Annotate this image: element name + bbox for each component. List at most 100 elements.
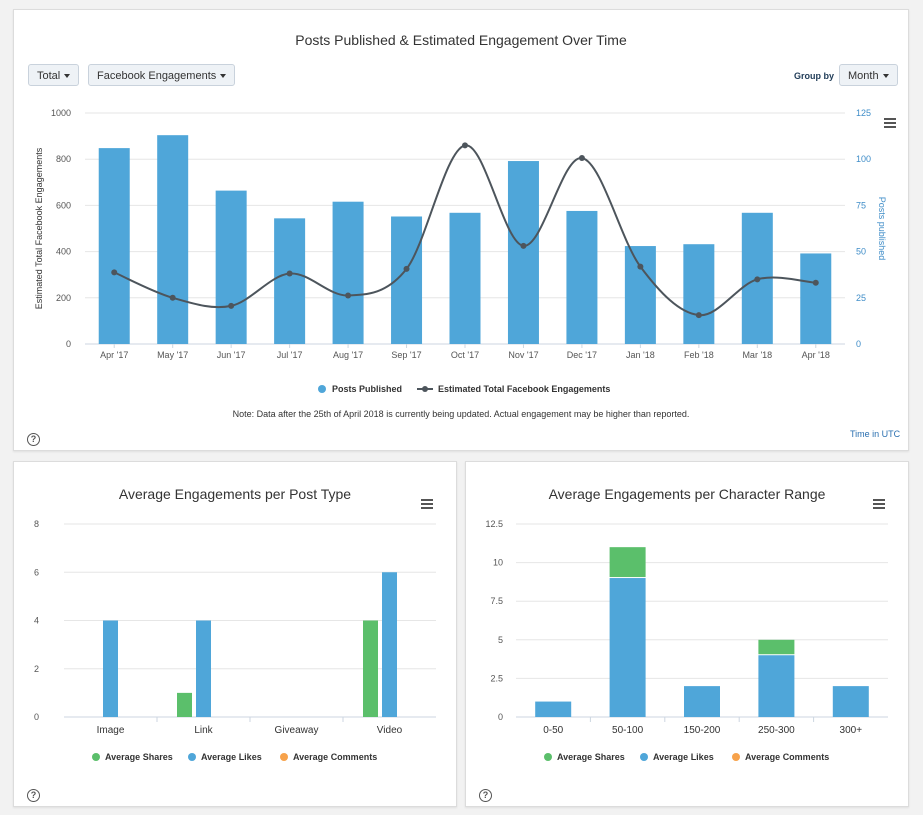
chart-title: Posts Published & Estimated Engagement O…	[295, 32, 627, 48]
legend-marker	[640, 753, 648, 761]
engagement-point	[345, 292, 352, 299]
legend-marker	[280, 753, 288, 761]
y-right-tick-label: 100	[856, 154, 871, 164]
help-icon[interactable]: ?	[27, 789, 40, 802]
legend-label-posts: Posts Published	[332, 384, 402, 394]
y-tick-label: 2.5	[490, 673, 503, 683]
legend-label: Average Likes	[201, 752, 262, 762]
bar-posts-published	[449, 212, 481, 344]
x-tick-label: 250-300	[758, 725, 795, 736]
menu-icon[interactable]	[873, 499, 885, 509]
bar-average-shares	[177, 692, 192, 717]
metric-dropdown-button[interactable]: Facebook Engagements	[88, 64, 236, 86]
legend-marker	[188, 753, 196, 761]
y-tick-label: 200	[56, 293, 71, 303]
x-tick-label: Feb '18	[684, 350, 714, 360]
engagement-line	[113, 144, 816, 317]
engagement-point	[520, 242, 527, 249]
y-tick-label: 4	[34, 616, 39, 626]
help-icon[interactable]: ?	[479, 789, 492, 802]
x-tick-label: Jun '17	[217, 350, 246, 360]
x-tick-label: 0-50	[543, 725, 563, 736]
post-type-bar-chart: 0 2 4 6 8 Image Link Giveaway Video Average Share…	[34, 519, 436, 762]
legend-label: Average Likes	[653, 752, 714, 762]
engagement-over-time-panel: Posts Published & Estimated Engagement O…	[13, 9, 909, 451]
help-icon[interactable]: ?	[27, 433, 40, 446]
y-right-tick-label: 0	[856, 339, 861, 349]
engagement-point	[637, 263, 644, 270]
bar-average-likes	[758, 655, 795, 717]
bar-average-likes	[535, 701, 572, 717]
bar-posts-published	[332, 201, 364, 344]
legend-marker-posts	[318, 385, 326, 393]
group-by-dropdown-button[interactable]: Month	[839, 64, 898, 86]
engagement-combo-chart: 0 200 400 600 800 1000 0 25 50 75 100 125 Estimated …	[34, 108, 887, 394]
x-tick-label: Jan '18	[626, 350, 655, 360]
bar-average-likes	[684, 686, 720, 717]
bar-average-shares	[609, 547, 646, 578]
y-tick-label: 5	[498, 635, 503, 645]
bar-posts-published	[274, 218, 306, 344]
bar-average-likes	[382, 572, 397, 717]
bar-average-likes	[196, 620, 211, 717]
metric-button-label: Facebook Engagements	[97, 70, 217, 82]
y-right-tick-label: 25	[856, 293, 866, 303]
x-tick-label: May '17	[157, 350, 188, 360]
group-by-button-label: Month	[848, 70, 879, 82]
legend-label: Average Shares	[557, 752, 625, 762]
group-by-label: Group by	[794, 71, 834, 81]
chevron-down-icon	[220, 74, 227, 79]
x-tick-label: Apr '18	[802, 350, 830, 360]
x-tick-label: Image	[97, 725, 125, 736]
menu-icon[interactable]	[421, 499, 433, 509]
bar-average-likes	[832, 686, 869, 717]
legend-marker	[92, 753, 100, 761]
engagement-point	[169, 294, 176, 301]
legend-marker	[732, 753, 740, 761]
x-tick-label: Oct '17	[451, 350, 479, 360]
chevron-down-icon	[882, 74, 889, 79]
bar-posts-published	[98, 148, 130, 344]
x-tick-label: 50-100	[612, 725, 644, 736]
y-axis-title: Estimated Total Facebook Engagements	[34, 147, 44, 309]
character-range-panel: Average Engagements per Character Range …	[465, 461, 909, 807]
bar-posts-published	[624, 246, 656, 344]
y-tick-label: 0	[66, 339, 71, 349]
y-tick-label: 800	[56, 154, 71, 164]
legend-label: Average Comments	[293, 752, 377, 762]
x-tick-label: 300+	[840, 725, 863, 736]
legend-marker-engagements	[422, 386, 428, 392]
x-tick-label: Giveaway	[275, 725, 319, 736]
x-tick-label: Aug '17	[333, 350, 363, 360]
engagement-point	[578, 155, 585, 162]
post-type-panel: Average Engagements per Post Type 0 2 4 6 8 I…	[13, 461, 457, 807]
bar-average-likes	[609, 578, 646, 717]
y-tick-label: 8	[34, 519, 39, 529]
x-tick-label: Sep '17	[391, 350, 421, 360]
chart-title: Average Engagements per Post Type	[118, 486, 352, 502]
engagement-point	[286, 270, 293, 277]
bar-posts-published	[800, 253, 832, 344]
y-tick-label: 600	[56, 200, 71, 210]
character-range-bar-chart: 0 2.5 5 7.5 10 12.5 0-50 50-100 150-200 250-300 30…	[485, 519, 888, 762]
engagement-point	[695, 312, 702, 319]
legend-label-engagements: Estimated Total Facebook Engagements	[438, 384, 610, 394]
time-zone-label: Time in UTC	[850, 429, 901, 439]
y-right-tick-label: 125	[856, 108, 871, 118]
bar-posts-published	[215, 190, 247, 344]
menu-icon[interactable]	[884, 118, 896, 128]
x-tick-label: Mar '18	[742, 350, 772, 360]
x-tick-label: Jul '17	[277, 350, 303, 360]
total-dropdown-button[interactable]: Total	[28, 64, 80, 86]
y-tick-label: 6	[34, 567, 39, 577]
engagement-point	[403, 265, 410, 272]
y-tick-label: 1000	[51, 108, 71, 118]
legend-label: Average Comments	[745, 752, 829, 762]
engagement-point	[812, 279, 819, 286]
chart-title: Average Engagements per Character Range	[548, 486, 826, 502]
legend-marker	[544, 753, 552, 761]
x-tick-label: Video	[377, 725, 403, 736]
engagement-point	[228, 302, 235, 309]
bar-average-shares	[758, 639, 795, 655]
bar-average-likes	[103, 620, 118, 717]
